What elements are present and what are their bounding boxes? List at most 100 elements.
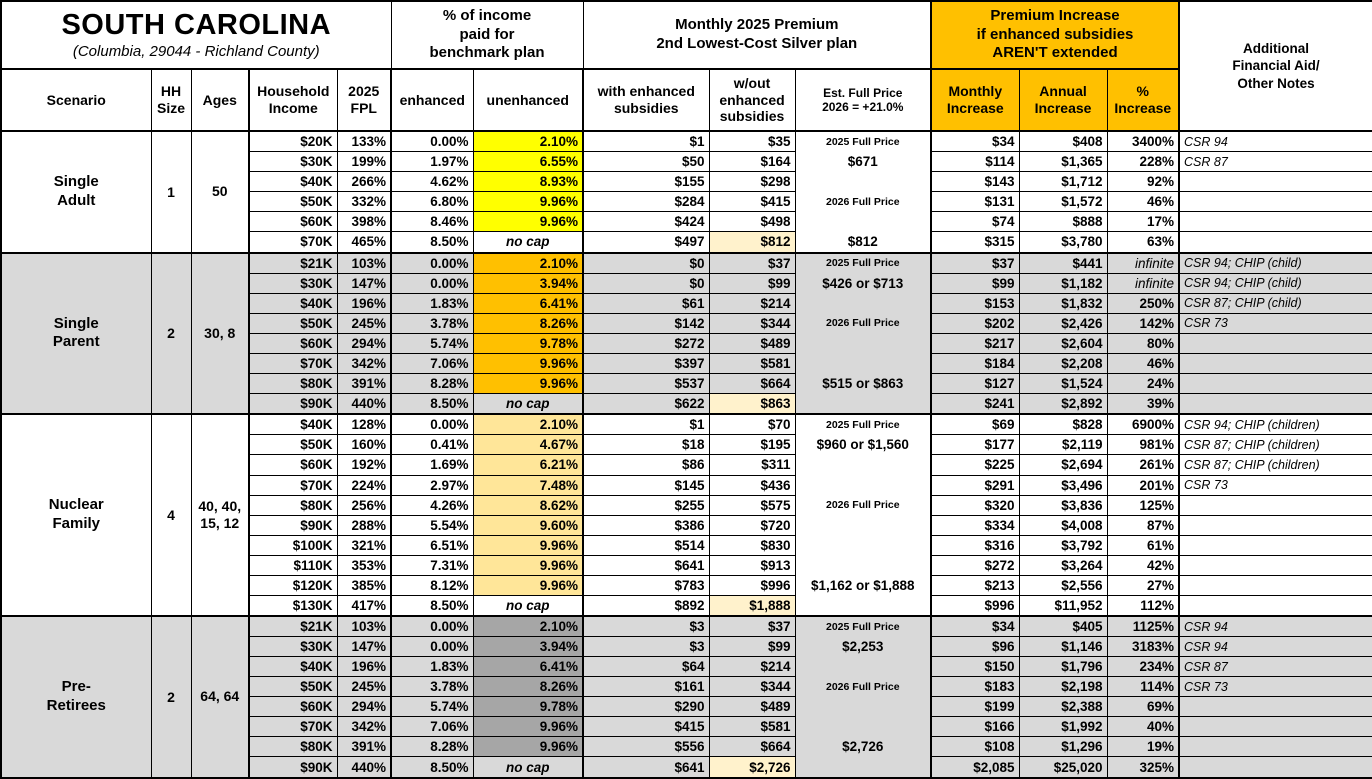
table-row: $90K 288% 5.54% 9.60% $386 $720 $334 $4,008 87% — [1, 514, 1372, 536]
cell-annual-increase: $1,992 — [1018, 716, 1108, 738]
cell-pct-increase: 39% — [1106, 393, 1180, 415]
cell-est-full-price — [794, 171, 932, 192]
cell-household-income: $90K — [248, 514, 338, 536]
hh-size-value: 2 — [150, 251, 192, 415]
cell-est-full-price: $2,726 — [794, 736, 932, 757]
cell-annual-increase: $25,020 — [1018, 756, 1108, 779]
cell-monthly-increase: $996 — [930, 594, 1020, 617]
cell-fpl: 199% — [336, 151, 392, 173]
cell-premium-wout-subsidies: $498 — [708, 211, 796, 233]
cell-enhanced-pct: 8.50% — [390, 756, 474, 779]
cell-est-full-price — [794, 716, 932, 737]
cell-annual-increase: $828 — [1018, 413, 1108, 436]
cell-premium-wout-subsidies: $415 — [708, 191, 796, 213]
cell-unenhanced-pct: no cap — [472, 231, 584, 254]
cell-notes: CSR 73 — [1178, 312, 1372, 334]
cell-annual-increase: $1,572 — [1018, 191, 1108, 213]
cell-enhanced-pct: 0.00% — [390, 636, 474, 658]
cell-pct-increase: 1125% — [1106, 614, 1180, 638]
cell-unenhanced-pct: 3.94% — [472, 272, 584, 294]
cell-premium-wout-subsidies: $214 — [708, 292, 796, 314]
cell-pct-increase: 19% — [1106, 736, 1180, 758]
cell-monthly-increase: $291 — [930, 474, 1020, 496]
cell-pct-increase: 142% — [1106, 312, 1180, 334]
cell-unenhanced-pct: no cap — [472, 393, 584, 415]
cell-household-income: $40K — [248, 171, 338, 193]
cell-pct-increase: 3400% — [1106, 130, 1180, 153]
cell-premium-wout-subsidies: $164 — [708, 151, 796, 173]
cell-notes — [1178, 494, 1372, 516]
cell-premium-with-subsidies: $641 — [582, 554, 710, 576]
cell-annual-increase: $11,952 — [1018, 594, 1108, 617]
cell-annual-increase: $2,604 — [1018, 332, 1108, 354]
hh-size-value: 1 — [150, 130, 192, 254]
cell-unenhanced-pct: 9.96% — [472, 352, 584, 374]
cell-household-income: $90K — [248, 756, 338, 779]
cell-notes: CSR 94 — [1178, 636, 1372, 658]
cell-est-full-price — [794, 475, 932, 496]
cell-est-full-price: 2026 Full Price — [794, 495, 932, 516]
cell-notes: CSR 73 — [1178, 676, 1372, 698]
cell-unenhanced-pct: 2.10% — [472, 130, 584, 153]
cell-enhanced-pct: 7.06% — [390, 716, 474, 738]
cell-pct-increase: 201% — [1106, 474, 1180, 496]
cell-monthly-increase: $202 — [930, 312, 1020, 334]
cell-notes — [1178, 696, 1372, 718]
table-row: $50K 332% 6.80% 9.96% $284 $415 2026 Full Pric… — [1, 191, 1372, 213]
cell-monthly-increase: $225 — [930, 454, 1020, 476]
cell-fpl: 440% — [336, 756, 392, 779]
cell-fpl: 103% — [336, 614, 392, 638]
cell-notes — [1178, 756, 1372, 779]
cell-premium-with-subsidies: $145 — [582, 474, 710, 496]
cell-premium-wout-subsidies: $436 — [708, 474, 796, 496]
cell-notes: CSR 87; CHIP (children) — [1178, 454, 1372, 476]
table-row: $60K 398% 8.46% 9.96% $424 $498 $74 $888 17% — [1, 211, 1372, 233]
table-row: $40K 266% 4.62% 8.93% $155 $298 $143 $1,712 92% — [1, 171, 1372, 193]
cell-monthly-increase: $74 — [930, 211, 1020, 233]
cell-pct-increase: 3183% — [1106, 636, 1180, 658]
cell-pct-increase: infinite — [1106, 251, 1180, 274]
cell-enhanced-pct: 0.41% — [390, 434, 474, 456]
cell-pct-increase: 46% — [1106, 352, 1180, 374]
cell-household-income: $50K — [248, 434, 338, 456]
cell-fpl: 332% — [336, 191, 392, 213]
cell-annual-increase: $405 — [1018, 614, 1108, 638]
table-body: Single Adult 1 50 $20K 133% 0.00% 2.10% $1 $35 20… — [0, 130, 1372, 779]
cell-annual-increase: $2,556 — [1018, 574, 1108, 596]
cell-est-full-price — [794, 353, 932, 374]
cell-household-income: $110K — [248, 554, 338, 576]
cell-premium-with-subsidies: $641 — [582, 756, 710, 779]
cell-premium-with-subsidies: $497 — [582, 231, 710, 254]
cell-est-full-price: 2026 Full Price — [794, 191, 932, 212]
cell-monthly-increase: $315 — [930, 231, 1020, 254]
header-notes: Additional Financial Aid/ Other Notes — [1178, 0, 1372, 132]
table-row: $90K 440% 8.50% no cap $641 $2,726 $2,085 $25,0… — [1, 756, 1372, 779]
cell-unenhanced-pct: 3.94% — [472, 636, 584, 658]
header-est-full-price: Est. Full Price 2026 = +21.0% — [794, 68, 932, 132]
cell-unenhanced-pct: 9.96% — [472, 211, 584, 233]
cell-est-full-price: $960 or $1,560 — [794, 434, 932, 455]
cell-premium-wout-subsidies: $1,888 — [708, 594, 796, 617]
cell-pct-increase: 981% — [1106, 434, 1180, 456]
table-row: $130K 417% 8.50% no cap $892 $1,888 $996 $11,95… — [1, 594, 1372, 617]
cell-annual-increase: $2,198 — [1018, 676, 1108, 698]
cell-household-income: $100K — [248, 534, 338, 556]
cell-enhanced-pct: 1.69% — [390, 454, 474, 476]
cell-household-income: $21K — [248, 251, 338, 274]
cell-premium-wout-subsidies: $812 — [708, 231, 796, 254]
cell-premium-with-subsidies: $64 — [582, 656, 710, 678]
cell-fpl: 342% — [336, 716, 392, 738]
scenario-label: Single Adult — [0, 130, 152, 254]
cell-est-full-price — [794, 293, 932, 314]
table-row: $80K 256% 4.26% 8.62% $255 $575 2026 Full Pric… — [1, 494, 1372, 516]
cell-est-full-price: $671 — [794, 151, 932, 172]
cell-premium-with-subsidies: $386 — [582, 514, 710, 536]
cell-enhanced-pct: 0.00% — [390, 272, 474, 294]
cell-pct-increase: 63% — [1106, 231, 1180, 254]
cell-unenhanced-pct: 9.96% — [472, 372, 584, 395]
cell-notes — [1178, 332, 1372, 354]
scenario-label: Pre- Retirees — [0, 614, 152, 779]
cell-household-income: $40K — [248, 292, 338, 314]
scenario-label: Single Parent — [0, 251, 152, 415]
